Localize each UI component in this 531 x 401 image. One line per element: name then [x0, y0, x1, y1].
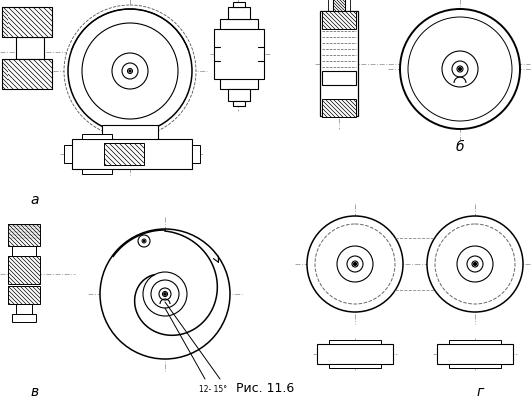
- Bar: [2, 8, 8, 38]
- Text: 12- 15°: 12- 15°: [199, 384, 227, 393]
- Text: Рис. 11.6: Рис. 11.6: [236, 381, 294, 394]
- Bar: [72, 140, 192, 170]
- Bar: [228, 8, 250, 20]
- Bar: [449, 340, 501, 344]
- Bar: [104, 144, 144, 166]
- Bar: [214, 30, 264, 80]
- Bar: [228, 90, 250, 102]
- Circle shape: [354, 263, 356, 266]
- Bar: [322, 12, 356, 30]
- Circle shape: [315, 225, 395, 304]
- Circle shape: [127, 69, 133, 74]
- Bar: [112, 148, 148, 156]
- Circle shape: [452, 62, 468, 78]
- Circle shape: [138, 235, 150, 247]
- Text: г: г: [476, 384, 484, 398]
- Circle shape: [400, 10, 520, 130]
- Bar: [8, 60, 52, 90]
- Circle shape: [68, 10, 192, 134]
- Bar: [2, 8, 8, 38]
- Bar: [322, 100, 356, 118]
- Bar: [8, 225, 40, 246]
- Text: а: а: [31, 192, 39, 207]
- Text: в: в: [31, 384, 39, 398]
- Bar: [2, 60, 8, 90]
- Bar: [2, 8, 52, 38]
- Circle shape: [129, 71, 131, 73]
- Circle shape: [143, 272, 187, 316]
- Circle shape: [142, 239, 146, 243]
- Bar: [82, 170, 112, 174]
- Text: б: б: [456, 140, 464, 154]
- Circle shape: [82, 24, 178, 120]
- Circle shape: [472, 261, 478, 267]
- Bar: [8, 256, 40, 284]
- Circle shape: [352, 261, 358, 267]
- Circle shape: [435, 225, 515, 304]
- Bar: [329, 340, 381, 344]
- Circle shape: [467, 256, 483, 272]
- Bar: [8, 8, 52, 38]
- Bar: [333, 0, 345, 12]
- Bar: [322, 100, 356, 118]
- Bar: [82, 135, 112, 140]
- Circle shape: [159, 288, 171, 300]
- Circle shape: [427, 217, 523, 312]
- Bar: [8, 8, 52, 38]
- Circle shape: [162, 292, 167, 297]
- Bar: [320, 12, 358, 117]
- Bar: [322, 12, 356, 30]
- Circle shape: [64, 6, 196, 138]
- Bar: [233, 3, 245, 8]
- Circle shape: [100, 229, 230, 359]
- Bar: [64, 146, 72, 164]
- Bar: [437, 344, 513, 364]
- Circle shape: [408, 18, 512, 122]
- Circle shape: [143, 241, 145, 242]
- Bar: [104, 144, 144, 166]
- Circle shape: [151, 280, 179, 308]
- Bar: [8, 256, 40, 284]
- Bar: [12, 314, 36, 322]
- Bar: [16, 38, 44, 60]
- Bar: [102, 126, 158, 148]
- Bar: [333, 0, 345, 12]
- Circle shape: [347, 256, 363, 272]
- Bar: [8, 225, 40, 246]
- Circle shape: [457, 67, 463, 73]
- Circle shape: [458, 68, 461, 71]
- Bar: [8, 286, 40, 304]
- Circle shape: [442, 52, 478, 88]
- Circle shape: [457, 246, 493, 282]
- Bar: [317, 344, 393, 364]
- Bar: [72, 140, 192, 170]
- Circle shape: [474, 263, 476, 266]
- Bar: [192, 146, 200, 164]
- Bar: [333, 0, 345, 12]
- Circle shape: [337, 246, 373, 282]
- Bar: [8, 286, 40, 304]
- Bar: [2, 60, 52, 90]
- Circle shape: [307, 217, 403, 312]
- Bar: [329, 364, 381, 368]
- Bar: [12, 246, 36, 256]
- Bar: [2, 60, 8, 90]
- Bar: [322, 72, 356, 86]
- Bar: [8, 60, 52, 90]
- Circle shape: [122, 64, 138, 80]
- Bar: [233, 102, 245, 107]
- Bar: [449, 364, 501, 368]
- Bar: [220, 20, 258, 90]
- Circle shape: [112, 54, 148, 90]
- Bar: [16, 304, 32, 314]
- Circle shape: [164, 293, 166, 296]
